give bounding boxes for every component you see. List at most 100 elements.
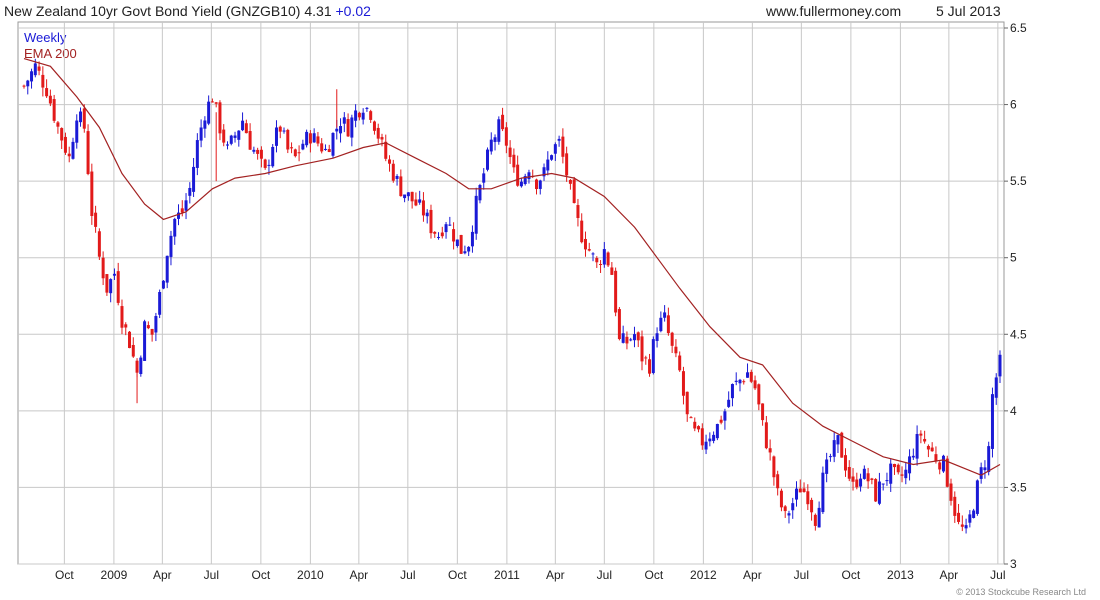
candle-body	[689, 417, 693, 419]
candle-body	[904, 469, 908, 479]
y-tick-label: 6	[1010, 98, 1017, 112]
legend-ema: EMA 200	[24, 46, 77, 61]
candle-body	[862, 468, 866, 479]
candle-body	[825, 459, 829, 474]
candle-body	[86, 131, 90, 174]
candle-body	[787, 513, 791, 516]
candle-body	[433, 231, 437, 234]
candle-body	[452, 229, 456, 242]
candle-body	[388, 159, 392, 164]
candle-body	[602, 249, 606, 265]
candle-body	[391, 163, 395, 181]
candle-body	[97, 231, 101, 257]
candle-body	[697, 426, 701, 430]
x-tick-label: 2013	[887, 568, 914, 582]
candle-body	[101, 257, 105, 279]
candle-body	[233, 135, 237, 138]
candle-body	[501, 114, 505, 130]
candle-body	[749, 371, 753, 382]
candle-body	[783, 506, 787, 512]
candle-body	[802, 488, 806, 492]
candle-body	[700, 428, 704, 446]
candle-body	[290, 147, 294, 149]
candle-body	[467, 246, 471, 252]
candle-body	[30, 71, 34, 82]
candle-body	[339, 126, 343, 134]
candle-body	[772, 456, 776, 478]
candle-body	[632, 334, 636, 341]
candle-body	[244, 123, 248, 134]
candle-body	[870, 478, 874, 480]
candle-body	[832, 440, 836, 457]
chart-legend: Weekly EMA 200	[24, 30, 77, 62]
candle-body	[63, 136, 67, 153]
candle-body	[606, 252, 610, 266]
candle-body	[742, 381, 746, 383]
candle-body	[192, 166, 196, 192]
candle-body	[591, 253, 595, 255]
candle-body	[712, 434, 716, 441]
candle-body	[753, 380, 757, 389]
candle-body	[109, 279, 113, 294]
candle-body	[177, 212, 181, 219]
candle-body	[599, 264, 603, 266]
site-label: www.fullermoney.com	[766, 3, 902, 19]
candle-body	[915, 433, 919, 459]
candle-body	[478, 185, 482, 201]
candle-body	[418, 199, 422, 203]
candle-body	[572, 179, 576, 204]
candle-body	[565, 153, 569, 176]
candle-body	[779, 490, 783, 508]
candle-body	[376, 127, 380, 139]
candle-body	[128, 331, 132, 349]
candle-body	[764, 422, 768, 449]
candle-body	[429, 209, 433, 234]
candle-body	[237, 130, 241, 140]
candle-body	[730, 384, 734, 399]
candle-body	[990, 394, 994, 449]
candle-body	[757, 384, 761, 405]
candle-body	[146, 325, 150, 329]
x-tick-label: Apr	[743, 568, 762, 582]
candle-body	[923, 438, 927, 442]
candle-body	[222, 129, 226, 143]
x-tick-label: 2010	[297, 568, 324, 582]
candle-body	[448, 224, 452, 226]
x-tick-label: Apr	[153, 568, 172, 582]
candle-body	[941, 455, 945, 472]
candle-body	[470, 231, 474, 247]
candle-body	[614, 270, 618, 313]
candle-body	[655, 333, 659, 341]
candle-body	[670, 332, 674, 346]
x-tick-label: Jul	[990, 568, 1005, 582]
candle-body	[214, 102, 218, 104]
candle-body	[79, 111, 83, 123]
candle-body	[938, 462, 942, 470]
chart-header: New Zealand 10yr Govt Bond Yield (GNZGB1…	[4, 0, 1009, 22]
candle-body	[256, 149, 260, 154]
candle-body	[504, 127, 508, 146]
candle-body	[263, 159, 267, 168]
candle-body	[693, 421, 697, 429]
x-tick-label: Apr	[546, 568, 565, 582]
candle-body	[45, 88, 49, 97]
candle-body	[75, 120, 79, 143]
candle-body	[437, 236, 441, 238]
candle-body	[180, 208, 184, 213]
x-tick-label: Oct	[842, 568, 861, 582]
candle-body	[320, 143, 324, 152]
candle-body	[806, 491, 810, 505]
candle-body	[169, 235, 173, 257]
candle-body	[568, 179, 572, 184]
candle-body	[836, 435, 840, 445]
candle-body	[746, 372, 750, 378]
candle-body	[403, 194, 407, 199]
candle-body	[987, 446, 991, 472]
candle-body	[546, 159, 550, 171]
candle-body	[173, 218, 177, 237]
candle-body	[94, 212, 98, 227]
candle-body	[112, 273, 116, 276]
candle-body	[308, 133, 312, 144]
candle-body	[817, 507, 821, 528]
candle-body	[52, 99, 56, 121]
